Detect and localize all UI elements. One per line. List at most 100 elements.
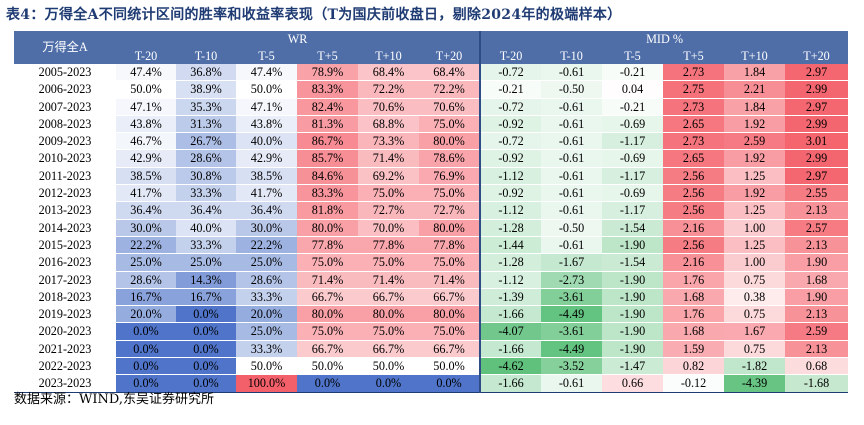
row-label: 2019-2023 — [38, 307, 92, 322]
mid-cell: -1.44 — [480, 236, 542, 254]
mid-cell: 2.73 — [663, 132, 725, 150]
wr-cell: 66.7% — [358, 288, 419, 306]
column-header-mid-t10: T-10 — [541, 48, 603, 64]
wr-cell: 66.7% — [358, 340, 419, 358]
wr-cell: 80.0% — [297, 219, 358, 237]
mid-cell: -0.69 — [602, 149, 664, 168]
wr-cell: 36.4% — [176, 201, 236, 220]
mid-cell: -3.52 — [541, 357, 603, 375]
mid-cell: 2.73 — [663, 98, 725, 116]
wr-cell: 77.8% — [419, 236, 482, 254]
table-row: 2015-2023 22.2% 33.3% 22.2% 77.8% 77.8% 77.8% -… — [14, 236, 849, 254]
wr-cell: 75.0% — [297, 253, 358, 272]
table-row: 2009-2023 46.7% 26.7% 40.0% 86.7% 73.3% 80.0% -… — [14, 132, 849, 150]
mid-cell: -1.68 — [785, 374, 849, 393]
mid-cell: -1.12 — [480, 271, 542, 289]
wr-cell: 36.4% — [236, 201, 297, 220]
wr-cell: 66.7% — [419, 288, 482, 306]
wr-cell: 26.7% — [176, 132, 236, 150]
mid-cell: 1.67 — [724, 322, 786, 341]
table-row: 2014-2023 30.0% 40.0% 30.0% 80.0% 70.0% 80.0% -… — [14, 219, 849, 237]
mid-cell: -3.61 — [541, 322, 603, 341]
mid-cell: 2.59 — [724, 132, 786, 150]
wr-cell: 38.5% — [236, 167, 297, 185]
mid-cell: -0.61 — [541, 201, 603, 220]
column-header-wr-t10: T-10 — [176, 48, 236, 64]
row-label: 2007-2023 — [38, 99, 92, 114]
mid-cell: -0.61 — [541, 64, 603, 81]
table-row: 2007-2023 47.1% 35.3% 47.1% 82.4% 70.6% 70.6% -… — [14, 98, 849, 116]
row-label: 2020-2023 — [38, 324, 92, 339]
mid-cell: 1.00 — [724, 219, 786, 237]
table-row: 2013-2023 36.4% 36.4% 36.4% 81.8% 72.7% 72.7% -… — [14, 201, 849, 220]
mid-cell: 1.92 — [724, 184, 786, 202]
row-label: 2010-2023 — [38, 151, 92, 166]
wr-cell: 31.3% — [176, 115, 236, 133]
mid-cell: 2.99 — [785, 80, 849, 99]
mid-cell: 1.59 — [663, 340, 725, 358]
wr-cell: 86.7% — [297, 132, 358, 150]
mid-cell: -0.61 — [541, 98, 603, 116]
wr-cell: 36.8% — [176, 64, 236, 81]
wr-cell: 80.0% — [419, 305, 482, 323]
mid-cell: -1.66 — [480, 374, 542, 393]
mid-cell: -1.82 — [724, 357, 786, 375]
mid-cell: 0.75 — [724, 305, 786, 323]
wr-cell: 22.2% — [236, 236, 297, 254]
column-header-mid-t20: T+20 — [785, 48, 849, 64]
wr-cell: 30.0% — [236, 219, 297, 237]
column-header-mid-t10: T+10 — [724, 48, 786, 64]
mid-cell: -4.39 — [724, 374, 786, 393]
wr-cell: 0.0% — [176, 322, 236, 341]
mid-cell: -1.12 — [480, 201, 542, 220]
mid-cell: -0.72 — [480, 98, 542, 116]
wr-cell: 78.6% — [419, 149, 482, 168]
mid-cell: 2.97 — [785, 64, 849, 81]
mid-cell: -1.54 — [602, 253, 664, 272]
mid-cell: -1.12 — [480, 167, 542, 185]
wr-cell: 30.8% — [176, 167, 236, 185]
mid-cell: -1.17 — [602, 167, 664, 185]
row-label: 2005-2023 — [38, 65, 92, 79]
mid-cell: 2.59 — [785, 322, 849, 341]
wr-cell: 0.0% — [176, 374, 236, 393]
column-header-wr-t5: T+5 — [297, 48, 358, 64]
mid-cell: 1.84 — [724, 98, 786, 116]
table-row: 2011-2023 38.5% 30.8% 38.5% 84.6% 69.2% 76.9% -… — [14, 167, 849, 185]
row-label: 2015-2023 — [38, 237, 92, 252]
mid-cell: 0.04 — [602, 80, 664, 99]
mid-cell: -1.90 — [602, 236, 664, 254]
mid-cell: 2.21 — [724, 80, 786, 99]
mid-cell: 1.90 — [785, 253, 849, 272]
table-row: 2017-2023 28.6% 14.3% 28.6% 71.4% 71.4% 71.4% -… — [14, 271, 849, 289]
mid-cell: 1.76 — [663, 305, 725, 323]
mid-cell: 2.56 — [663, 201, 725, 220]
wr-cell: 50.0% — [358, 357, 419, 375]
mid-cell: -1.90 — [602, 271, 664, 289]
mid-cell: -0.12 — [663, 374, 725, 393]
wr-cell: 0.0% — [116, 357, 176, 375]
wr-cell: 75.0% — [358, 184, 419, 202]
wr-cell: 20.0% — [116, 305, 176, 323]
mid-cell: -4.07 — [480, 322, 542, 341]
table-body: 2005-2023 47.4% 36.8% 47.4% 78.9% 68.4% 68.4% -… — [14, 64, 849, 393]
wr-cell: 0.0% — [116, 374, 176, 393]
wr-cell: 47.1% — [116, 98, 176, 116]
mid-cell: -1.67 — [541, 253, 603, 272]
wr-cell: 14.3% — [176, 271, 236, 289]
mid-cell: -0.61 — [541, 149, 603, 168]
mid-cell: -3.61 — [541, 288, 603, 306]
wr-cell: 100.0% — [236, 374, 297, 393]
mid-cell: 1.84 — [724, 64, 786, 81]
mid-cell: -1.66 — [480, 305, 542, 323]
mid-cell: 2.75 — [663, 80, 725, 99]
wr-cell: 42.9% — [116, 149, 176, 168]
wr-cell: 77.8% — [358, 236, 419, 254]
mid-cell: -0.61 — [541, 236, 603, 254]
mid-cell: -0.61 — [541, 374, 603, 393]
mid-cell: 0.75 — [724, 340, 786, 358]
wr-cell: 28.6% — [116, 271, 176, 289]
mid-cell: -0.21 — [480, 80, 542, 99]
mid-cell: -1.90 — [602, 288, 664, 306]
mid-cell: 2.56 — [663, 167, 725, 185]
